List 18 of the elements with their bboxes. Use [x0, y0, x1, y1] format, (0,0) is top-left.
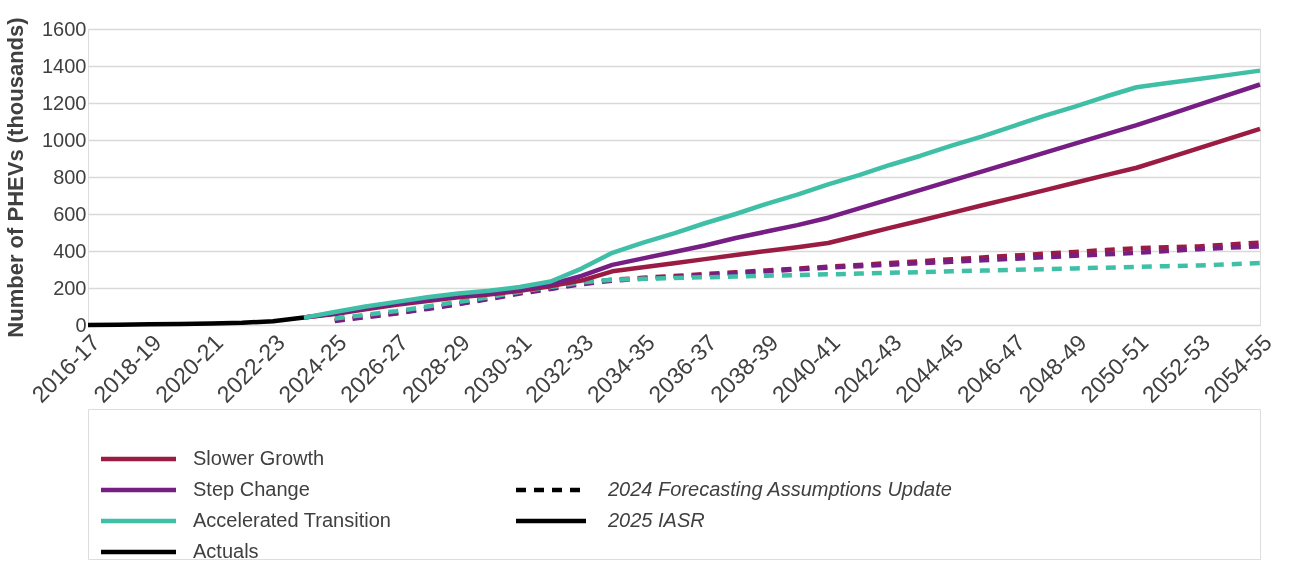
- legend-label: Step Change: [193, 478, 310, 500]
- legend-label: Slower Growth: [193, 447, 325, 469]
- line-series: [85, 315, 307, 328]
- y-axis-title: Number of PHEVs (thousands): [3, 17, 29, 338]
- legend-label: Accelerated Transition: [193, 509, 391, 531]
- legend-label: Actuals: [193, 540, 259, 562]
- text: 2025 IASR: [607, 509, 705, 531]
- y-tick-label: 200: [53, 276, 87, 299]
- y-tick-label: 1400: [42, 54, 87, 77]
- line-series: [332, 260, 1263, 321]
- y-tick-label: 1000: [42, 128, 87, 151]
- y-tick-label: 600: [53, 202, 87, 225]
- y-tick-label: 1600: [42, 17, 87, 40]
- text: 2024 Forecasting Assumptions Update: [607, 478, 952, 500]
- y-tick-label: 1200: [42, 91, 87, 114]
- y-tick-label: 0: [75, 313, 87, 336]
- y-tick-label: 800: [53, 165, 87, 188]
- y-tick-label: 400: [53, 239, 87, 262]
